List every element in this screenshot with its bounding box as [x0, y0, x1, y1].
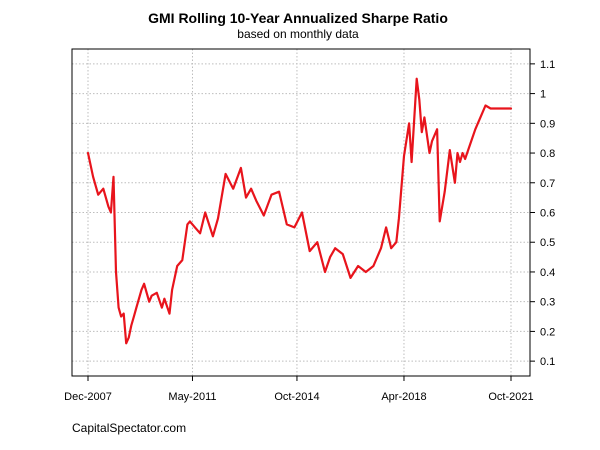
grid-lines — [72, 49, 530, 376]
y-tick-label: 0.3 — [540, 297, 555, 309]
y-tick-label: 0.6 — [540, 208, 555, 220]
x-tick-label: Dec-2007 — [64, 391, 112, 403]
x-tick-label: Apr-2018 — [381, 391, 426, 403]
x-tick-label: Oct-2021 — [488, 391, 533, 403]
y-tick-label: 0.4 — [540, 267, 555, 279]
x-tick-label: Oct-2014 — [274, 391, 319, 403]
y-tick-label: 0.9 — [540, 118, 555, 130]
x-axis: Dec-2007 May-2011 Oct-2014 Apr-2018 Oct-2021 — [64, 376, 534, 403]
x-tick-label: May-2011 — [168, 391, 216, 403]
source-label: CapitalSpectator.com — [72, 421, 186, 435]
series-line — [86, 77, 513, 345]
y-tick-label: 0.2 — [540, 326, 555, 338]
y-tick-label: 0.1 — [540, 356, 555, 368]
y-tick-label: 0.8 — [540, 148, 555, 160]
chart-title: GMI Rolling 10-Year Annualized Sharpe Ra… — [148, 10, 448, 26]
y-tick-label: 1 — [540, 89, 546, 101]
chart-subtitle: based on monthly data — [237, 27, 359, 41]
y-tick-label: 1.1 — [540, 59, 555, 71]
series-group — [86, 77, 513, 345]
y-axis: 0.1 0.2 0.3 0.4 0.5 0.6 0.7 0.8 0.9 1 1.1 — [530, 59, 555, 368]
y-tick-label: 0.7 — [540, 178, 555, 190]
y-tick-label: 0.5 — [540, 237, 555, 249]
